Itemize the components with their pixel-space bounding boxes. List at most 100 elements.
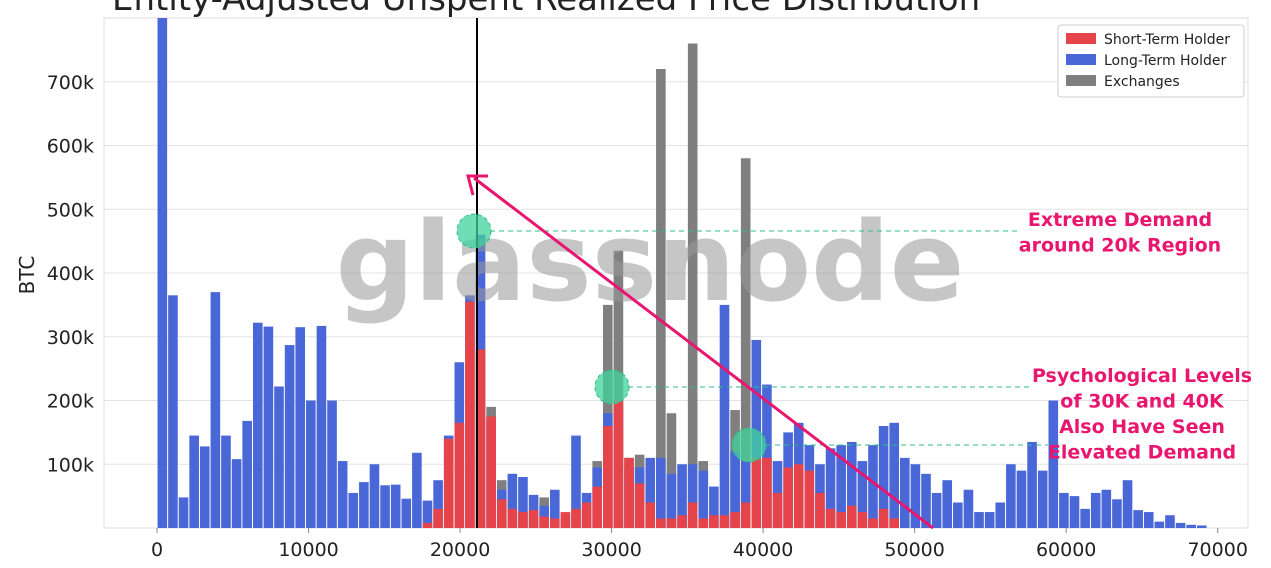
bar bbox=[549, 518, 560, 528]
annotation: Extreme Demand bbox=[1028, 209, 1212, 231]
bar bbox=[677, 464, 687, 528]
bar bbox=[825, 448, 836, 528]
bar bbox=[889, 518, 899, 528]
bar bbox=[846, 505, 857, 528]
bar bbox=[210, 292, 221, 528]
arrow bbox=[473, 176, 934, 530]
bar bbox=[1090, 492, 1101, 528]
y-tick-label: 600k bbox=[47, 136, 94, 158]
bar bbox=[815, 492, 825, 528]
bar bbox=[793, 464, 804, 528]
bar bbox=[687, 43, 698, 528]
bar bbox=[836, 512, 846, 528]
highlight-circle bbox=[731, 427, 767, 463]
bar bbox=[1175, 522, 1186, 528]
bar bbox=[359, 482, 369, 528]
bar bbox=[1037, 470, 1048, 528]
legend-swatch bbox=[1066, 54, 1096, 65]
bar bbox=[571, 508, 581, 528]
bar bbox=[306, 400, 316, 528]
highlight-circle bbox=[456, 213, 492, 249]
bar bbox=[560, 512, 571, 528]
bar bbox=[412, 452, 422, 528]
bar bbox=[836, 445, 846, 528]
bar bbox=[422, 500, 433, 528]
bar bbox=[1080, 508, 1090, 528]
bar bbox=[656, 518, 666, 528]
bar bbox=[645, 502, 656, 528]
bar bbox=[1133, 510, 1143, 528]
bar bbox=[730, 512, 740, 528]
bar bbox=[242, 420, 252, 528]
bar bbox=[369, 464, 380, 528]
bar bbox=[1196, 525, 1207, 528]
x-tick-label: 40000 bbox=[733, 539, 793, 561]
y-tick-label: 100k bbox=[47, 454, 94, 476]
bar bbox=[740, 502, 751, 528]
bar bbox=[740, 461, 751, 528]
bar bbox=[348, 492, 359, 528]
bar bbox=[295, 327, 306, 528]
bar bbox=[518, 477, 528, 528]
bar bbox=[284, 345, 295, 528]
bar bbox=[963, 489, 974, 528]
bar bbox=[804, 470, 815, 528]
x-tick-label: 30000 bbox=[581, 539, 641, 561]
annotations: Extreme Demand around 20k Region Psycholog… bbox=[1019, 209, 1252, 464]
bar bbox=[518, 512, 528, 528]
bar bbox=[762, 384, 772, 528]
bar bbox=[656, 69, 666, 528]
bar bbox=[465, 301, 475, 528]
bar bbox=[974, 512, 984, 528]
bar bbox=[878, 508, 889, 528]
bar bbox=[613, 400, 624, 528]
bar bbox=[592, 486, 603, 528]
bar bbox=[1006, 464, 1016, 528]
bar bbox=[380, 485, 390, 528]
bar bbox=[634, 483, 645, 528]
bar bbox=[783, 467, 793, 528]
bar bbox=[337, 461, 348, 528]
legend-box bbox=[1057, 24, 1245, 98]
legend-label: Short-Term Holder bbox=[1104, 32, 1230, 48]
annotation: Also Have Seen bbox=[1059, 416, 1225, 438]
bar bbox=[857, 461, 868, 528]
bar bbox=[199, 446, 210, 528]
y-tick-label: 200k bbox=[47, 391, 94, 413]
bar bbox=[666, 473, 677, 528]
bar bbox=[868, 518, 878, 528]
bar bbox=[666, 413, 677, 528]
legend-label: Long-Term Holder bbox=[1104, 53, 1227, 69]
bar bbox=[942, 480, 953, 528]
bar bbox=[189, 435, 199, 528]
bar bbox=[401, 498, 412, 528]
bar bbox=[709, 486, 719, 528]
bar bbox=[603, 426, 613, 528]
bar bbox=[762, 457, 772, 528]
grid bbox=[104, 81, 1248, 465]
bar bbox=[157, 18, 168, 528]
x-tick-label: 0 bbox=[151, 539, 163, 561]
bar bbox=[571, 435, 581, 528]
x-tick-label: 10000 bbox=[278, 539, 338, 561]
highlights bbox=[456, 174, 1048, 530]
bar bbox=[825, 508, 836, 528]
bar bbox=[539, 516, 549, 528]
bar bbox=[1048, 400, 1059, 528]
bar bbox=[178, 497, 189, 528]
y-tick-label: 700k bbox=[47, 72, 94, 94]
bar bbox=[507, 473, 518, 528]
bar bbox=[252, 322, 263, 528]
y-tick-label: 400k bbox=[47, 263, 94, 285]
x-tick-label: 60000 bbox=[1036, 539, 1096, 561]
arrow-head bbox=[466, 174, 488, 196]
bar bbox=[486, 416, 496, 528]
annotation: Psychological Levels bbox=[1032, 365, 1252, 387]
bar bbox=[719, 515, 730, 528]
bar bbox=[274, 386, 284, 528]
bar bbox=[1069, 496, 1080, 528]
bar bbox=[868, 445, 878, 528]
legend-swatch bbox=[1066, 75, 1096, 86]
bar bbox=[624, 457, 634, 528]
